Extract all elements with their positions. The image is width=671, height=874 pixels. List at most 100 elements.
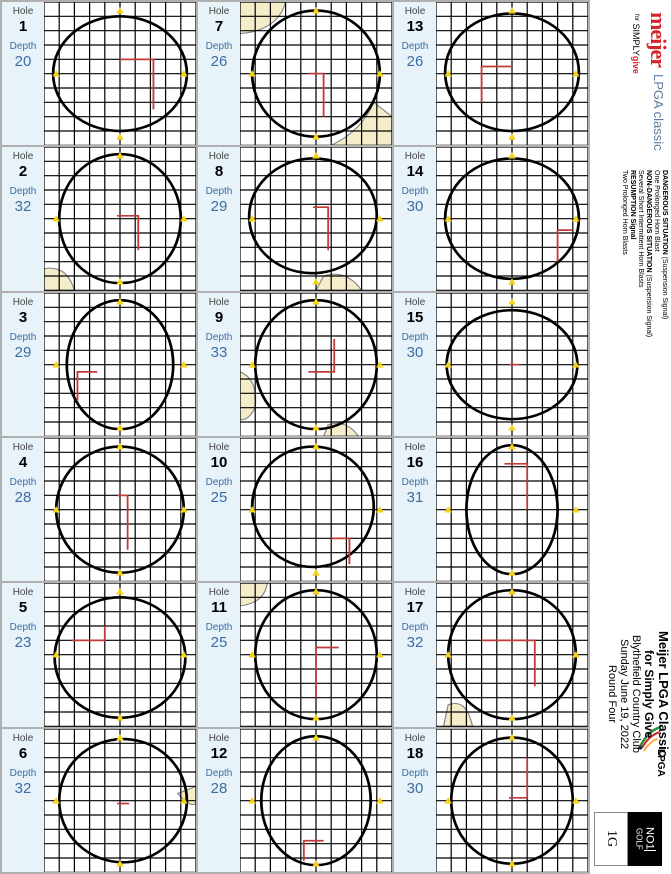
event-title: Meijer LPGA Classic: [656, 584, 671, 804]
hole-number: 16: [394, 454, 436, 471]
hole-number: 13: [394, 18, 436, 35]
hole-label: Hole14Depth30: [394, 147, 436, 290]
hole-label: Hole11Depth25: [198, 583, 240, 726]
depth-value: 26: [394, 53, 436, 70]
event-round: Round Four: [606, 584, 618, 804]
hole-number: 17: [394, 599, 436, 616]
hole-label: Hole12Depth28: [198, 729, 240, 872]
hole-number: 3: [2, 309, 44, 326]
hole-cell-7: Hole7Depth26: [198, 2, 392, 145]
green-diagram: [44, 147, 196, 290]
depth-word: Depth: [2, 622, 44, 633]
pin-sheet-grid: Hole1Depth20Hole7Depth26Hole13Depth26Hol…: [0, 0, 590, 874]
hole-word: Hole: [394, 151, 436, 162]
depth-value: 20: [2, 53, 44, 70]
hole-number: 9: [198, 309, 240, 326]
lpga-classic-text: LPGA classic: [651, 74, 666, 151]
depth-value: 32: [394, 634, 436, 651]
depth-word: Depth: [198, 622, 240, 633]
hole-label: Hole2 Depth32: [2, 147, 44, 290]
hole-label: Hole15 Depth30: [394, 293, 436, 436]
logo-no1-golf: NO1 GOLF: [628, 812, 662, 866]
hole-word: Hole: [394, 6, 436, 17]
depth-word: Depth: [198, 186, 240, 197]
hole-cell-15: Hole15 Depth30: [394, 293, 588, 436]
hole-number: 12: [198, 745, 240, 762]
depth-value: 31: [394, 489, 436, 506]
green-diagram: [436, 147, 588, 290]
sidebar: meijer LPGA classic for SIMPLYgive DANGE…: [590, 0, 671, 874]
depth-word: Depth: [394, 332, 436, 343]
hole-number: 15: [394, 309, 436, 326]
depth-value: 32: [2, 198, 44, 215]
hole-number: 18: [394, 745, 436, 762]
hole-cell-12: Hole12Depth28: [198, 729, 392, 872]
hole-word: Hole: [198, 587, 240, 598]
depth-word: Depth: [198, 477, 240, 488]
depth-value: 30: [394, 344, 436, 361]
hole-cell-5: Hole5Depth23: [2, 583, 196, 726]
hole-cell-18: Hole18Depth30: [394, 729, 588, 872]
green-diagram: [240, 438, 392, 581]
hole-word: Hole: [2, 297, 44, 308]
hole-word: Hole: [2, 6, 44, 17]
hole-cell-13: Hole13 Depth26: [394, 2, 588, 145]
hole-cell-9: Hole9Depth33: [198, 293, 392, 436]
green-diagram: [436, 438, 588, 581]
hole-cell-17: Hole17Depth32: [394, 583, 588, 726]
hole-word: Hole: [2, 151, 44, 162]
depth-word: Depth: [2, 186, 44, 197]
green-diagram: [240, 583, 392, 726]
green-diagram: [240, 147, 392, 290]
hole-cell-14: Hole14Depth30: [394, 147, 588, 290]
green-diagram: [240, 729, 392, 872]
simply-give-text: for SIMPLYgive: [631, 14, 641, 74]
hole-label: Hole17Depth32: [394, 583, 436, 726]
event-date: Sunday June 19, 2022: [618, 584, 630, 804]
green-diagram: [44, 293, 196, 436]
green-diagram: [240, 293, 392, 436]
depth-value: 29: [2, 344, 44, 361]
hole-word: Hole: [394, 733, 436, 744]
hole-cell-3: Hole3 Depth29: [2, 293, 196, 436]
hole-label: Hole8Depth29: [198, 147, 240, 290]
depth-word: Depth: [2, 41, 44, 52]
hole-word: Hole: [394, 297, 436, 308]
event-location: Blythefield Country Club: [630, 584, 642, 804]
event-sub: for Simply Give: [642, 584, 656, 804]
hole-label: Hole10Depth25: [198, 438, 240, 581]
hole-number: 10: [198, 454, 240, 471]
green-diagram: [436, 293, 588, 436]
hole-number: 11: [198, 599, 240, 616]
meijer-wordmark: meijer: [646, 12, 671, 67]
depth-word: Depth: [2, 332, 44, 343]
hole-cell-1: Hole1Depth20: [2, 2, 196, 145]
depth-value: 29: [198, 198, 240, 215]
hole-number: 6: [2, 745, 44, 762]
hole-label: Hole3 Depth29: [2, 293, 44, 436]
hole-label: Hole13 Depth26: [394, 2, 436, 145]
sponsor-logos: 1G NO1 GOLF: [594, 812, 667, 870]
hole-cell-4: Hole4Depth28: [2, 438, 196, 581]
hole-cell-10: Hole10Depth25: [198, 438, 392, 581]
tournament-logo: meijer LPGA classic for SIMPLYgive: [590, 6, 671, 156]
green-diagram: [240, 2, 392, 145]
hole-label: Hole5Depth23: [2, 583, 44, 726]
hole-label: Hole9Depth33: [198, 293, 240, 436]
green-diagram: [436, 2, 588, 145]
depth-word: Depth: [198, 41, 240, 52]
hole-cell-16: Hole16Depth31: [394, 438, 588, 581]
hole-cell-8: Hole8Depth29: [198, 147, 392, 290]
green-diagram: [436, 583, 588, 726]
depth-word: Depth: [394, 41, 436, 52]
depth-word: Depth: [394, 622, 436, 633]
depth-value: 25: [198, 489, 240, 506]
depth-word: Depth: [394, 477, 436, 488]
hole-number: 2: [2, 163, 44, 180]
hole-label: Hole16Depth31: [394, 438, 436, 581]
event-info: Meijer LPGA Classic for Simply Give Blyt…: [590, 584, 671, 804]
hole-word: Hole: [2, 442, 44, 453]
horn-signals: DANGEROUS SITUATION (Suspension Signal) …: [598, 170, 668, 430]
green-diagram: [44, 438, 196, 581]
depth-value: 28: [2, 489, 44, 506]
